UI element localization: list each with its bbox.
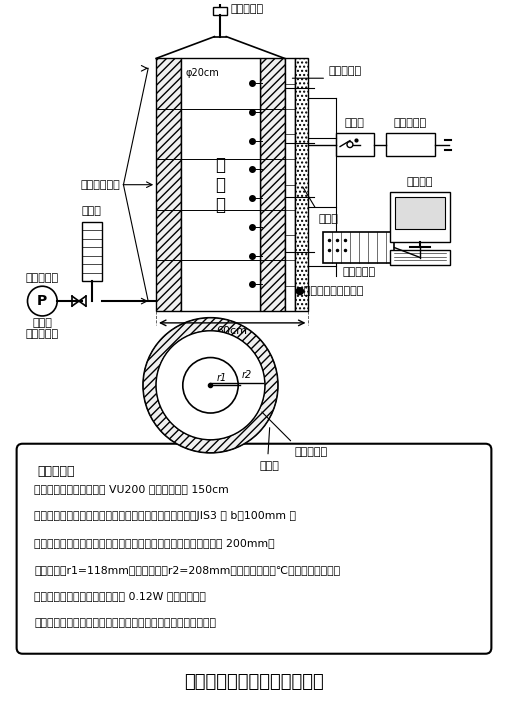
Text: 酵: 酵: [215, 176, 226, 194]
FancyBboxPatch shape: [17, 444, 491, 654]
Circle shape: [27, 286, 57, 316]
Bar: [213, 7, 227, 15]
Bar: [391, 250, 450, 265]
Circle shape: [183, 357, 238, 413]
Text: 面状ヒータ: 面状ヒータ: [295, 447, 328, 457]
Text: 通気量: 通気量: [33, 318, 52, 328]
Text: ・円筒容器：塩ビパイプ VU200 を利用。高さ 150cm: ・円筒容器：塩ビパイプ VU200 を利用。高さ 150cm: [35, 484, 229, 494]
Bar: [395, 197, 445, 229]
Bar: [284, 58, 295, 311]
Text: データロガ: データロガ: [342, 267, 375, 277]
Text: 発: 発: [215, 156, 226, 174]
Bar: [181, 58, 260, 311]
Text: 試作装置：: 試作装置：: [38, 464, 75, 478]
Text: ロードセル: ロードセル: [230, 4, 263, 14]
Text: 図２　堆肥化実験装置の構造: 図２ 堆肥化実験装置の構造: [184, 674, 324, 691]
Text: ・断熱ユニット：押出法ポリスチレンフォーム保温材（JIS3 種 b）100mm 厚: ・断熱ユニット：押出法ポリスチレンフォーム保温材（JIS3 種 b）100mm …: [35, 511, 297, 521]
Text: ・内周部（r1=118mm）と外周部（r2=208mm）の温度差を２℃以内に保ち、１ユ: ・内周部（r1=118mm）と外周部（r2=208mm）の温度差を２℃以内に保ち…: [35, 564, 340, 574]
PathPatch shape: [143, 318, 278, 452]
Text: ・面状ヒータ外側の保温材は、電源制御部の負荷軽減のため。: ・面状ヒータ外側の保温材は、電源制御部の負荷軽減のため。: [35, 618, 216, 628]
Circle shape: [143, 318, 278, 452]
Bar: [156, 58, 181, 311]
Text: 断熱ユニット: 断熱ユニット: [81, 179, 120, 190]
Bar: [260, 58, 284, 311]
Text: 流量計: 流量計: [82, 206, 102, 216]
Circle shape: [347, 142, 353, 147]
Text: ●は、温度センサ位置: ●は、温度センサ位置: [295, 286, 364, 296]
Text: 槽: 槽: [215, 196, 226, 213]
Text: φ20cm: φ20cm: [186, 68, 219, 78]
Text: 保温材: 保温材: [260, 461, 280, 471]
Text: 保温材: 保温材: [319, 214, 338, 225]
Text: 電圧調整器: 電圧調整器: [394, 118, 427, 128]
Text: 制御バルブ: 制御バルブ: [26, 329, 59, 339]
Text: リレー: リレー: [345, 118, 365, 128]
Circle shape: [156, 331, 265, 440]
Text: パソコン: パソコン: [407, 177, 433, 187]
Text: r1: r1: [216, 374, 227, 384]
Bar: [386, 133, 435, 157]
Bar: [295, 58, 308, 311]
Text: をドーナツ型にカットし、２枚重ねて作成。１ユニットの高さ 200mm。: をドーナツ型にカットし、２枚重ねて作成。１ユニットの高さ 200mm。: [35, 538, 275, 548]
Text: P: P: [37, 294, 47, 308]
Bar: [336, 133, 374, 157]
Bar: [323, 232, 394, 264]
Text: エアポンプ: エアポンプ: [26, 273, 59, 284]
Bar: [391, 192, 450, 242]
Text: 60cm: 60cm: [217, 326, 248, 336]
Text: ニットあたりの側面放熱量を 0.12W 以内に抑制。: ニットあたりの側面放熱量を 0.12W 以内に抑制。: [35, 591, 206, 601]
Text: 面状ヒータ: 面状ヒータ: [328, 66, 361, 77]
Bar: [82, 222, 102, 281]
Text: r2: r2: [242, 370, 252, 380]
